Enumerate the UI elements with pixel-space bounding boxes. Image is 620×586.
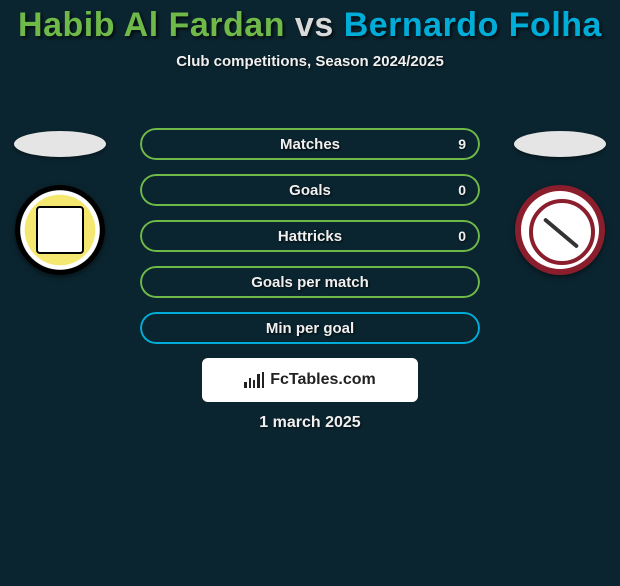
player1-name: Habib Al Fardan [18,6,285,44]
stat-row: Matches 9 [140,128,480,160]
stat-value-right: 0 [458,182,466,198]
player2-avatar-placeholder [514,131,606,157]
stats-container: Matches 9 Goals 0 Hattricks 0 Goals per match M… [140,128,480,358]
badge-dash-icon [543,217,579,248]
player1-club-badge [15,185,105,275]
stat-label: Min per goal [266,320,354,337]
branding-text: FcTables.com [270,371,376,389]
date-label: 1 march 2025 [0,414,620,432]
stat-row: Min per goal [140,312,480,344]
stat-value-right: 0 [458,228,466,244]
player2-club-badge [515,185,605,275]
subtitle: Club competitions, Season 2024/2025 [0,53,620,70]
vs-separator: vs [295,6,334,44]
stat-label: Hattricks [278,228,342,245]
stat-label: Matches [280,136,340,153]
player2-name: Bernardo Folha [344,6,602,44]
stat-row: Goals 0 [140,174,480,206]
badge-inner-icon [36,206,84,254]
stat-label: Goals per match [251,274,369,291]
stat-label: Goals [289,182,331,199]
chart-icon [244,372,264,388]
comparison-title: Habib Al Fardan vs Bernardo Folha [0,6,620,45]
player1-avatar-placeholder [14,131,106,157]
player2-column [510,131,610,275]
stat-row: Hattricks 0 [140,220,480,252]
player1-column [10,131,110,275]
stat-row: Goals per match [140,266,480,298]
branding-box: FcTables.com [202,358,418,402]
stat-value-right: 9 [458,136,466,152]
